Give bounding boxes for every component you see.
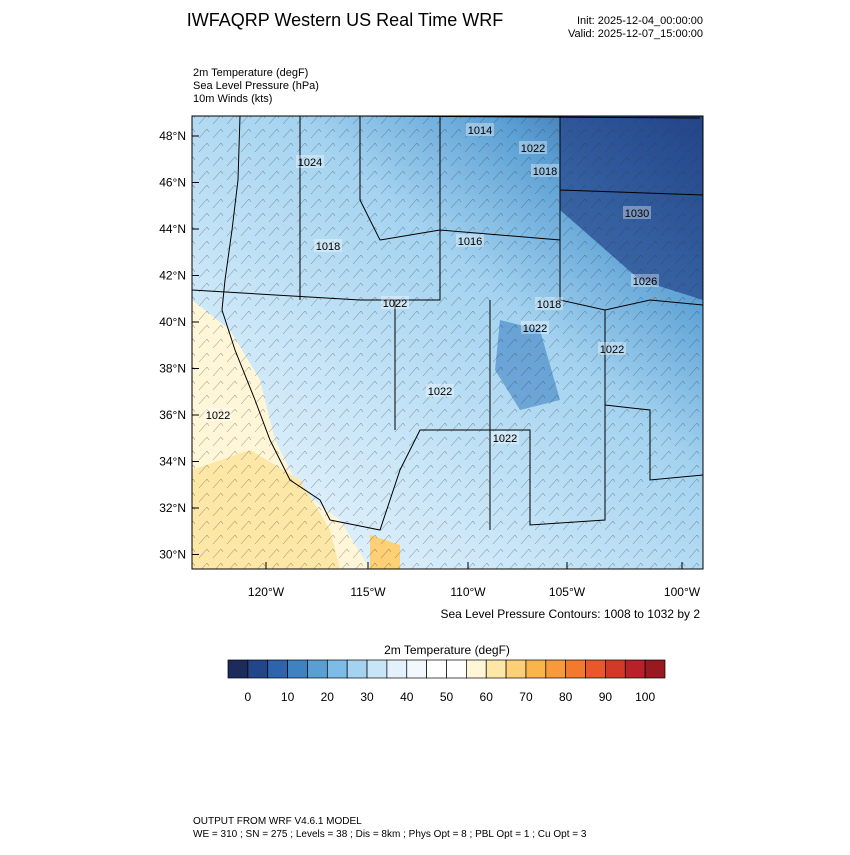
wind-barbs	[192, 116, 703, 569]
colorbar-label: 50	[440, 690, 454, 704]
footer-line: WE = 310 ; SN = 275 ; Levels = 38 ; Dis …	[193, 829, 587, 840]
contour-label: 1018	[537, 299, 561, 311]
contour-label-box	[623, 206, 651, 219]
lat-label: 42°N	[159, 269, 186, 283]
contour-label-box	[296, 155, 324, 168]
contour-note: Sea Level Pressure Contours: 1008 to 103…	[441, 607, 701, 621]
axes: 48°N 46°N 44°N 42°N 40°N 38°N 36°N 34°N 32°N 30°N…	[159, 129, 701, 599]
footer-line: OUTPUT FROM WRF V4.6.1 MODEL	[193, 816, 362, 827]
lat-label: 44°N	[159, 222, 186, 236]
contour-label: 1018	[533, 166, 557, 178]
colorbar-label: 20	[321, 690, 335, 704]
contour-label-box	[381, 296, 409, 309]
contour-label: 1018	[316, 241, 340, 253]
contour-labels: 1014 1022 1018 1024 1030 1018 1016 1026 1022 1018…	[204, 123, 659, 445]
colorbar-label: 30	[360, 690, 374, 704]
colorbar-label: 80	[559, 690, 573, 704]
contour-label-box	[204, 408, 232, 421]
lat-label: 38°N	[159, 362, 186, 376]
lat-label: 32°N	[159, 501, 186, 515]
colorbar-title: 2m Temperature (degF)	[384, 643, 510, 657]
colorbar: 0 10 20 30 40 50 60 70 80 90 100	[227, 659, 666, 704]
contour-label-box	[519, 141, 547, 154]
lat-label: 48°N	[159, 129, 186, 143]
contour-label: 1030	[625, 208, 649, 220]
lat-label: 34°N	[159, 455, 186, 469]
contour-label: 1022	[428, 386, 452, 398]
colorbar-label: 70	[519, 690, 533, 704]
lat-label: 40°N	[159, 315, 186, 329]
colorbar-box	[545, 659, 567, 679]
contour-label: 1022	[206, 410, 230, 422]
contour-label: 1022	[600, 344, 624, 356]
colorbar-box	[426, 659, 447, 679]
contour-label-box	[598, 342, 626, 355]
lon-label: 100°W	[664, 585, 701, 599]
colorbar-box	[326, 659, 348, 679]
contour-label-box	[491, 431, 519, 444]
map	[192, 116, 703, 569]
colorbar-box	[267, 659, 288, 679]
colorbar-box	[346, 659, 368, 679]
contour-label-box	[314, 239, 342, 252]
field-label: Sea Level Pressure (hPa)	[193, 80, 319, 92]
field-label: 2m Temperature (degF)	[193, 67, 308, 79]
title: IWFAQRP Western US Real Time WRF	[187, 10, 503, 30]
colorbar-label: 90	[599, 690, 613, 704]
colorbar-box	[485, 659, 507, 679]
contour-label: 1022	[493, 433, 517, 445]
contour-label: 1022	[523, 323, 547, 335]
colorbar-box	[624, 659, 646, 679]
contour-label-box	[531, 164, 559, 177]
colorbar-box	[565, 659, 586, 679]
contour-label-box	[521, 321, 549, 334]
map-frame	[191, 115, 704, 570]
valid-time: Valid: 2025-12-07_15:00:00	[568, 28, 703, 40]
colorbar-box	[605, 659, 626, 679]
colorbar-label: 100	[635, 690, 655, 704]
colorbar-label: 0	[245, 690, 252, 704]
field-list: 2m Temperature (degF)Sea Level Pressure …	[193, 67, 319, 105]
colorbar-box	[644, 659, 666, 679]
colorbar-box	[466, 659, 487, 679]
contour-label: 1024	[298, 157, 322, 169]
lon-label: 115°W	[350, 585, 386, 599]
colorbar-label: 10	[281, 690, 295, 704]
contour-label: 1022	[521, 143, 545, 155]
borders	[192, 116, 703, 531]
colorbar-box	[247, 659, 269, 679]
lat-label: 36°N	[159, 408, 186, 422]
contour-label: 1016	[458, 236, 482, 248]
lon-label: 110°W	[450, 585, 486, 599]
contour-label: 1026	[633, 276, 657, 288]
contour-label-box	[466, 123, 494, 136]
init-time: Init: 2025-12-04_00:00:00	[577, 15, 703, 27]
colorbar-box	[446, 659, 467, 679]
lon-label: 105°W	[549, 585, 586, 599]
colorbar-label: 60	[480, 690, 494, 704]
colorbar-box	[307, 659, 328, 679]
field-label: 10m Winds (kts)	[193, 93, 272, 105]
lon-label: 120°W	[248, 585, 285, 599]
lat-label: 30°N	[159, 548, 186, 562]
contour-label-box	[426, 384, 454, 397]
colorbar-box	[406, 659, 427, 679]
colorbar-box	[366, 659, 388, 679]
contour-label: 1014	[468, 125, 492, 137]
colorbar-box	[525, 659, 547, 679]
colorbar-box	[386, 659, 408, 679]
contour-label-box	[456, 234, 484, 247]
lat-label: 46°N	[159, 176, 186, 190]
colorbar-box	[505, 659, 527, 679]
colorbar-box	[227, 659, 249, 679]
colorbar-box	[585, 659, 606, 679]
colorbar-label: 40	[400, 690, 414, 704]
contour-label: 1022	[383, 298, 407, 310]
colorbar-box	[287, 659, 308, 679]
contour-label-box	[535, 297, 563, 310]
contour-label-box	[631, 274, 659, 287]
